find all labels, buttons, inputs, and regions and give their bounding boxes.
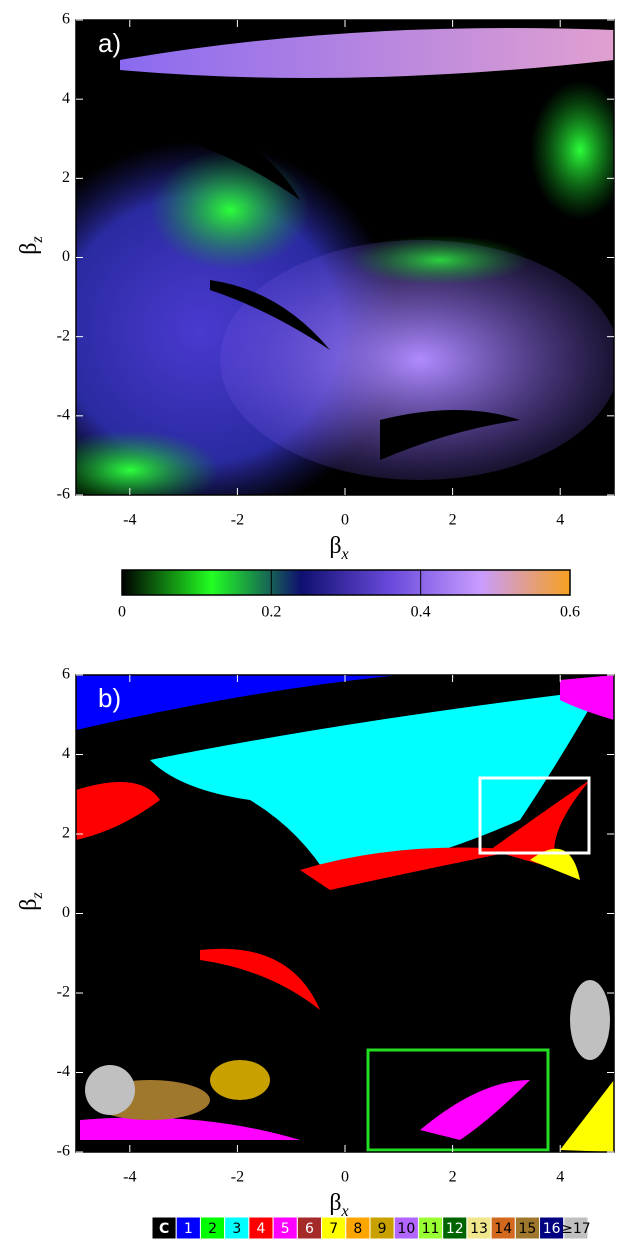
panel-label: b): [98, 683, 121, 713]
x-tick-label: -2: [231, 1169, 244, 1186]
x-tick-label: -2: [231, 512, 244, 529]
y-tick-label: 6: [62, 666, 70, 683]
colorbar-tick-label: 0.2: [261, 604, 281, 621]
y-tick-label: 6: [62, 11, 70, 28]
y-tick-label: 2: [62, 825, 70, 842]
y-axis-label-base: β: [16, 899, 42, 911]
y-tick-label: -6: [57, 486, 70, 503]
legend-label: ≥17: [561, 1221, 591, 1237]
x-tick-label: 0: [341, 1169, 349, 1186]
legend-label: 5: [281, 1221, 290, 1237]
colorbar-tick-label: 0.6: [560, 604, 580, 621]
legend-label: C: [159, 1221, 169, 1237]
x-tick-label: 2: [449, 1169, 457, 1186]
legend-label: 3: [232, 1221, 241, 1237]
y-tick-label: -4: [57, 1063, 70, 1080]
y-axis-label-base: β: [16, 243, 42, 255]
legend-label: 14: [494, 1221, 512, 1237]
legend-label: 12: [446, 1221, 464, 1237]
y-axis-label-sub: z: [29, 892, 46, 900]
legend-label: 13: [470, 1221, 488, 1237]
y-tick-label: 0: [62, 248, 70, 265]
legend-label: 9: [378, 1221, 387, 1237]
colorbar: [121, 569, 571, 596]
legend-label: 11: [422, 1221, 440, 1237]
x-tick-label: 0: [341, 512, 349, 529]
legend-label: 15: [519, 1221, 537, 1237]
y-tick-label: 4: [62, 745, 70, 762]
x-axis-label-base: β: [329, 1190, 341, 1216]
colorbar-tick-label: 0: [118, 604, 126, 621]
legend-label: 1: [184, 1221, 193, 1237]
x-tick-label: -4: [123, 512, 136, 529]
y-tick-label: -2: [57, 984, 70, 1001]
y-axis-label: βz: [16, 236, 46, 255]
legend-label: 4: [257, 1221, 266, 1237]
legend-label: 6: [305, 1221, 314, 1237]
x-tick-label: 4: [556, 1169, 564, 1186]
panel-a-image: [76, 20, 614, 495]
legend-label: 8: [353, 1221, 362, 1237]
colorbar-tick-label: 0.4: [411, 604, 431, 621]
x-tick-label: 2: [449, 512, 457, 529]
y-tick-label: 0: [62, 904, 70, 921]
y-tick-label: 4: [62, 90, 70, 107]
x-axis-label-sub: x: [341, 546, 349, 563]
y-axis-label-sub: z: [29, 236, 46, 244]
x-tick-label: 4: [556, 512, 564, 529]
x-axis-label: βx: [329, 533, 348, 563]
y-axis-label: βz: [16, 892, 46, 911]
x-tick-label: -4: [123, 1169, 136, 1186]
zoom-box-green: [366, 1048, 550, 1152]
y-tick-label: -6: [57, 1143, 70, 1160]
legend-label: 7: [329, 1221, 338, 1237]
legend-label: 10: [397, 1221, 415, 1237]
panel-label: a): [98, 28, 121, 58]
legend-label: 2: [208, 1221, 217, 1237]
x-axis-label-base: β: [329, 533, 341, 559]
x-axis-label-sub: x: [341, 1203, 349, 1220]
y-tick-label: -4: [57, 407, 70, 424]
y-tick-label: 2: [62, 169, 70, 186]
y-tick-label: -2: [57, 327, 70, 344]
legend-swatch: [563, 1216, 589, 1240]
zoom-box-white: [478, 776, 591, 855]
x-axis-label: βx: [329, 1190, 348, 1220]
panel-b-image: [76, 675, 614, 1152]
legend-label: 16: [543, 1221, 561, 1237]
